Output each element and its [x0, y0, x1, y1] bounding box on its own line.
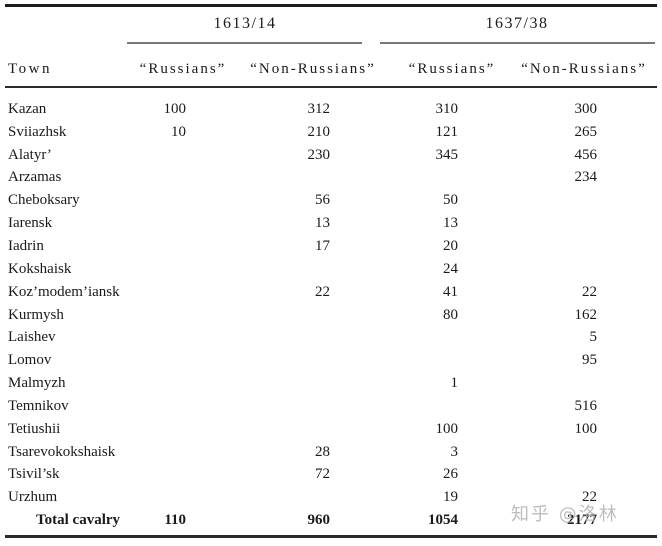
column-header-non-russians-1613: “Non-Russians” [250, 61, 376, 77]
value-cell: 162 [574, 306, 598, 323]
town-cell: Kurmysh [8, 306, 64, 323]
total-row: Total cavalry 110 960 1054 2177 [0, 509, 662, 532]
value-cell: 100 [435, 420, 459, 437]
column-header-russians-1613: “Russians” [139, 61, 227, 77]
table-row: Malmyzh 1 [0, 372, 662, 395]
town-cell: Malmyzh [8, 375, 66, 392]
table-row: Lomov 95 [0, 349, 662, 372]
town-cell: Alatyr’ [8, 146, 52, 163]
value-cell: 1 [450, 375, 459, 392]
value-cell: 28 [315, 443, 330, 460]
value-cell: 22 [315, 283, 330, 300]
town-cell: Tsivil’sk [8, 466, 60, 483]
table-row: Iadrin 17 20 [0, 235, 662, 258]
value-cell: 24 [443, 260, 458, 277]
table-body: Kazan 100 312 310 300 Sviiazhsk 10 210 121 265 Ala… [0, 98, 662, 532]
town-cell: Kokshaisk [8, 260, 72, 277]
value-cell: 210 [307, 123, 331, 140]
value-cell: 100 [574, 420, 598, 437]
group-underline-1613 [127, 42, 362, 44]
table-row: Laishev 5 [0, 326, 662, 349]
value-cell: 300 [574, 100, 598, 117]
value-cell: 22 [582, 283, 597, 300]
table-row: Tsivil’sk 72 26 [0, 464, 662, 487]
table-row: Kazan 100 312 310 300 [0, 98, 662, 121]
table-row: Iarensk 13 13 [0, 212, 662, 235]
zhihu-watermark: 知乎 @洛林 [511, 504, 619, 525]
table-row: Kokshaisk 24 [0, 258, 662, 281]
column-header-town: Town [8, 61, 52, 77]
value-cell: 516 [574, 397, 598, 414]
group-underline-1637 [380, 42, 655, 44]
value-cell: 10 [171, 123, 186, 140]
bottom-rule [5, 535, 657, 538]
town-cell: Sviiazhsk [8, 123, 67, 140]
value-cell: 13 [315, 215, 330, 232]
table-row: Tetiushii 100 100 [0, 418, 662, 441]
value-cell: 960 [307, 512, 331, 529]
table-row: Tsarevokokshaisk 28 3 [0, 441, 662, 464]
town-cell: Lomov [8, 352, 52, 369]
value-cell: 80 [443, 306, 458, 323]
table-row: Urzhum 19 22 [0, 486, 662, 509]
value-cell: 41 [443, 283, 458, 300]
town-cell: Temnikov [8, 397, 69, 414]
value-cell: 456 [574, 146, 598, 163]
top-rule [5, 4, 657, 7]
value-cell: 110 [164, 512, 186, 529]
year-group-header-1613: 1613/14 [213, 15, 277, 32]
town-cell: Arzamas [8, 169, 62, 186]
town-cell: Koz’modem’iansk [8, 283, 120, 300]
value-cell: 56 [315, 192, 330, 209]
table-row: Arzamas 234 [0, 167, 662, 190]
table-row: Temnikov 516 [0, 395, 662, 418]
value-cell: 2177 [567, 512, 597, 529]
value-cell: 95 [582, 352, 597, 369]
table-row: Koz’modem’iansk 22 41 22 [0, 281, 662, 304]
value-cell: 13 [443, 215, 458, 232]
value-cell: 17 [315, 237, 330, 254]
value-cell: 3 [450, 443, 459, 460]
table-row: Sviiazhsk 10 210 121 265 [0, 121, 662, 144]
table-row: Kurmysh 80 162 [0, 304, 662, 327]
value-cell: 121 [435, 123, 459, 140]
table-row: Cheboksary 56 50 [0, 189, 662, 212]
header-rule [5, 86, 657, 88]
value-cell: 26 [443, 466, 458, 483]
value-cell: 5 [589, 329, 598, 346]
town-cell: Kazan [8, 100, 47, 117]
value-cell: 345 [435, 146, 459, 163]
value-cell: 230 [307, 146, 331, 163]
value-cell: 100 [163, 100, 187, 117]
value-cell: 312 [307, 100, 331, 117]
town-cell: Iarensk [8, 215, 53, 232]
value-cell: 265 [574, 123, 598, 140]
town-cell: Urzhum [8, 489, 58, 506]
town-cell: Tsarevokokshaisk [8, 443, 116, 460]
table-row: Alatyr’ 230 345 456 [0, 144, 662, 167]
value-cell: 310 [435, 100, 459, 117]
town-cell: Cheboksary [8, 192, 80, 209]
year-group-header-1637: 1637/38 [485, 15, 549, 32]
value-cell: 234 [574, 169, 598, 186]
column-header-russians-1637: “Russians” [408, 61, 496, 77]
value-cell: 22 [582, 489, 597, 506]
town-cell: Tetiushii [8, 420, 61, 437]
value-cell: 19 [443, 489, 458, 506]
value-cell: 20 [443, 237, 458, 254]
column-header-non-russians-1637: “Non-Russians” [521, 61, 647, 77]
town-cell: Laishev [8, 329, 56, 346]
value-cell: 72 [315, 466, 330, 483]
town-cell: Total cavalry [36, 512, 121, 529]
town-cell: Iadrin [8, 237, 44, 254]
value-cell: 1054 [428, 512, 458, 529]
value-cell: 50 [443, 192, 458, 209]
